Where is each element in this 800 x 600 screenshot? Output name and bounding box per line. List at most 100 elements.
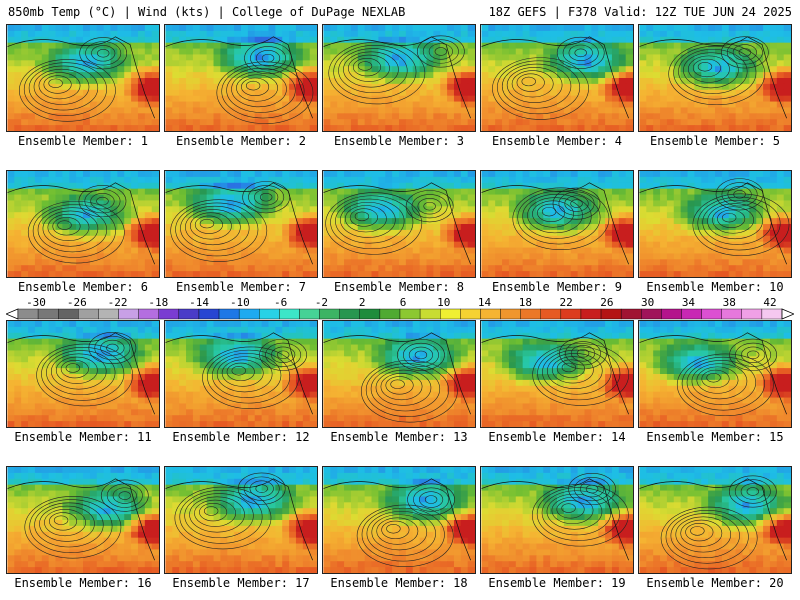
colorbar-swatch bbox=[721, 308, 742, 320]
colorbar-swatch bbox=[480, 308, 501, 320]
temperature-map bbox=[164, 170, 318, 278]
temperature-colorbar: -30 -26 -22 -18 -14 -10 -6 -2 2 6 10 14 18 22 26 30 34 38… bbox=[6, 296, 794, 320]
temperature-map bbox=[480, 170, 634, 278]
colorbar-tick-label: 34 bbox=[681, 296, 696, 309]
colorbar-swatch bbox=[359, 308, 381, 320]
colorbar-tick-label: 42 bbox=[763, 296, 777, 309]
ensemble-panel: Ensemble Member: 13 bbox=[322, 320, 476, 447]
colorbar-tick-label: -6 bbox=[274, 296, 288, 309]
colorbar-tick-label: -18 bbox=[148, 296, 169, 309]
temperature-map bbox=[6, 24, 160, 132]
ensemble-member-label: Ensemble Member: 3 bbox=[333, 134, 465, 148]
colorbar-tick-label: 2 bbox=[358, 296, 366, 309]
colorbar-swatch bbox=[98, 308, 119, 320]
colorbar-tick-label: 26 bbox=[600, 296, 614, 309]
temperature-map bbox=[164, 466, 318, 574]
ensemble-panel: Ensemble Member: 15 bbox=[638, 320, 792, 447]
temperature-map bbox=[164, 24, 318, 132]
temperature-map bbox=[6, 320, 160, 428]
ensemble-member-label: Ensemble Member: 11 bbox=[14, 430, 152, 444]
colorbar-swatch bbox=[460, 308, 481, 320]
ensemble-member-label: Ensemble Member: 18 bbox=[330, 576, 468, 590]
colorbar-tick-label: -30 bbox=[26, 296, 46, 309]
ensemble-member-label: Ensemble Member: 14 bbox=[488, 430, 626, 444]
ensemble-panel: Ensemble Member: 2 bbox=[164, 24, 318, 151]
ensemble-member-label: Ensemble Member: 15 bbox=[646, 430, 784, 444]
colorbar-tick-label: 38 bbox=[722, 296, 736, 309]
ensemble-member-label: Ensemble Member: 7 bbox=[175, 280, 307, 294]
ensemble-panel: Ensemble Member: 10 bbox=[638, 170, 792, 297]
colorbar-swatch bbox=[37, 308, 59, 320]
colorbar-swatch bbox=[681, 308, 702, 320]
colorbar-swatch bbox=[259, 308, 280, 320]
temperature-map bbox=[638, 320, 792, 428]
ensemble-member-label: Ensemble Member: 12 bbox=[172, 430, 310, 444]
ensemble-panel: Ensemble Member: 6 bbox=[6, 170, 160, 297]
colorbar-tick-label: -10 bbox=[229, 296, 250, 309]
colorbar-tick-label: 6 bbox=[399, 296, 407, 309]
temperature-map bbox=[6, 170, 160, 278]
colorbar-scale bbox=[6, 308, 794, 320]
colorbar-swatch bbox=[761, 308, 783, 320]
ensemble-member-label: Ensemble Member: 2 bbox=[175, 134, 307, 148]
colorbar-swatch bbox=[299, 308, 320, 320]
ensemble-member-label: Ensemble Member: 20 bbox=[646, 576, 784, 590]
colorbar-swatch bbox=[661, 308, 682, 320]
ensemble-panel: Ensemble Member: 12 bbox=[164, 320, 318, 447]
temperature-map bbox=[322, 170, 476, 278]
model-run-info: 18Z GEFS | F378 Valid: 12Z TUE JUN 24 20… bbox=[488, 5, 792, 19]
ensemble-panel: Ensemble Member: 20 bbox=[638, 466, 792, 593]
ensemble-panel: Ensemble Member: 8 bbox=[322, 170, 476, 297]
ensemble-member-label: Ensemble Member: 8 bbox=[333, 280, 465, 294]
colorbar-swatch bbox=[78, 308, 99, 320]
temperature-map bbox=[480, 24, 634, 132]
ensemble-panel: Ensemble Member: 7 bbox=[164, 170, 318, 297]
colorbar-swatch bbox=[379, 308, 401, 320]
colorbar-swatch bbox=[238, 308, 260, 320]
ensemble-member-label: Ensemble Member: 16 bbox=[14, 576, 152, 590]
colorbar-swatch bbox=[178, 308, 200, 320]
ensemble-panel: Ensemble Member: 1 bbox=[6, 24, 160, 151]
temperature-map bbox=[322, 320, 476, 428]
ensemble-member-label: Ensemble Member: 19 bbox=[488, 576, 626, 590]
colorbar-swatch bbox=[218, 308, 240, 320]
colorbar-swatch bbox=[118, 308, 139, 320]
ensemble-panel: Ensemble Member: 17 bbox=[164, 466, 318, 593]
colorbar-tick-label: 30 bbox=[641, 296, 655, 309]
temperature-map bbox=[638, 170, 792, 278]
colorbar-swatch bbox=[158, 308, 180, 320]
temperature-map bbox=[480, 466, 634, 574]
colorbar-tick-label: 10 bbox=[437, 296, 451, 309]
colorbar-swatch bbox=[600, 308, 622, 320]
ensemble-panel: Ensemble Member: 16 bbox=[6, 466, 160, 593]
ensemble-member-label: Ensemble Member: 6 bbox=[17, 280, 149, 294]
colorbar-swatch bbox=[701, 308, 722, 320]
colorbar-labels: -30 -26 -22 -18 -14 -10 -6 -2 2 6 10 14 18 22 26 30 34 38… bbox=[6, 296, 794, 309]
ensemble-panel: Ensemble Member: 11 bbox=[6, 320, 160, 447]
colorbar-swatch bbox=[520, 308, 541, 320]
colorbar-tick-label: -2 bbox=[314, 296, 329, 309]
temperature-map bbox=[322, 24, 476, 132]
ensemble-panel: Ensemble Member: 9 bbox=[480, 170, 634, 297]
colorbar-swatch bbox=[741, 308, 763, 320]
temperature-map bbox=[480, 320, 634, 428]
colorbar-tick-label: 18 bbox=[518, 296, 532, 309]
temperature-map bbox=[638, 24, 792, 132]
ensemble-panel: Ensemble Member: 4 bbox=[480, 24, 634, 151]
ensemble-panel: Ensemble Member: 3 bbox=[322, 24, 476, 151]
ensemble-member-label: Ensemble Member: 4 bbox=[491, 134, 623, 148]
header: 850mb Temp (°C) | Wind (kts) | College o… bbox=[0, 0, 800, 22]
colorbar-swatch bbox=[641, 308, 662, 320]
colorbar-max-arrow bbox=[781, 308, 794, 320]
colorbar-tick-label: -14 bbox=[189, 296, 210, 309]
ensemble-member-label: Ensemble Member: 5 bbox=[649, 134, 781, 148]
colorbar-swatch bbox=[198, 308, 220, 320]
colorbar-swatch bbox=[620, 308, 642, 320]
ensemble-panel: Ensemble Member: 14 bbox=[480, 320, 634, 447]
colorbar-swatch bbox=[17, 308, 39, 320]
colorbar-swatch bbox=[580, 308, 602, 320]
temperature-map bbox=[164, 320, 318, 428]
colorbar-swatch bbox=[138, 308, 159, 320]
map-title: 850mb Temp (°C) | Wind (kts) | College o… bbox=[8, 5, 406, 19]
colorbar-swatch bbox=[279, 308, 300, 320]
